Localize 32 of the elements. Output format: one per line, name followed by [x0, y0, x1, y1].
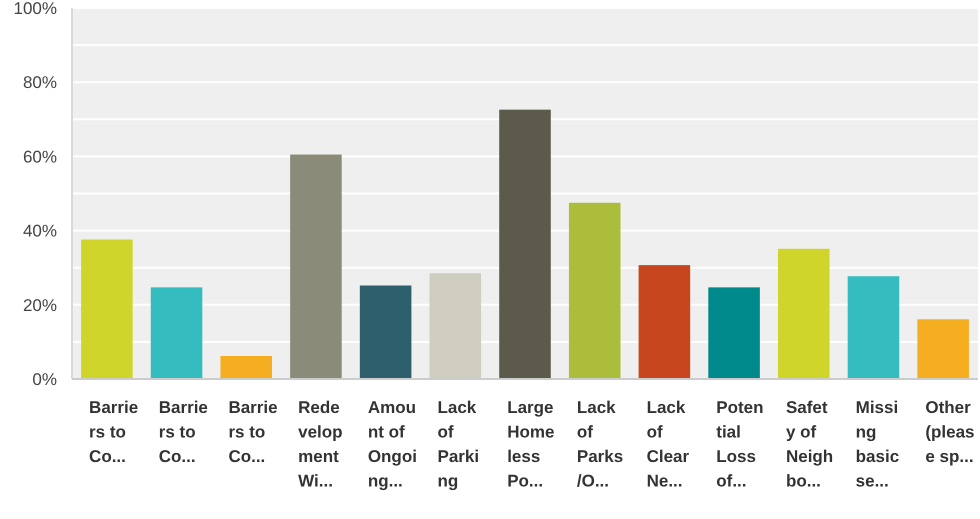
bar [290, 154, 342, 379]
x-tick-label: Other (please sp... [925, 398, 975, 466]
y-tick-label: 20% [22, 296, 57, 315]
bar [150, 287, 202, 379]
bar [848, 276, 900, 379]
y-tick-label: 0% [32, 370, 57, 389]
bar [917, 319, 969, 379]
y-tick-label: 60% [22, 147, 57, 166]
y-tick-label: 40% [22, 222, 57, 241]
y-tick-label: 100% [14, 0, 57, 18]
bar [81, 240, 133, 379]
bar [778, 248, 830, 379]
x-tick-label: Missing basic se... [856, 398, 900, 490]
x-tick-label: Safety of Neighbo... [786, 398, 834, 490]
x-tick-label: Barriers to Co... [89, 398, 138, 466]
x-tick-label: Potential Loss of... [716, 398, 764, 490]
x-tick-label: Lack of Parks /O... [576, 398, 624, 490]
y-tick-label: 80% [22, 73, 57, 92]
x-tick-label: Redevelopment Wi... [298, 398, 343, 490]
x-tick-label: Barriers to Co... [228, 398, 278, 466]
bar [360, 286, 412, 379]
bar [499, 110, 551, 379]
x-tick-label: Large Homeless Po... [507, 398, 554, 490]
x-tick-label: Lack of Parking [438, 398, 480, 490]
x-tick-label: Lack of Clear Ne... [646, 398, 690, 490]
bar [568, 202, 620, 379]
bar [430, 273, 482, 379]
bar [220, 356, 272, 379]
bar [708, 287, 760, 379]
x-tick-label: Barriers to Co... [158, 398, 208, 466]
x-tick-label: Amount of Ongoing... [368, 398, 417, 490]
bar [638, 265, 690, 379]
